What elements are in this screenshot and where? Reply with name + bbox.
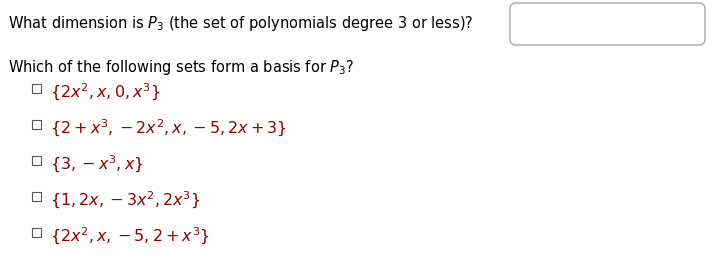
Bar xyxy=(32,84,41,93)
Text: What dimension is $P_3$ (the set of polynomials degree 3 or less)?: What dimension is $P_3$ (the set of poly… xyxy=(8,14,473,33)
Bar xyxy=(32,228,41,237)
Text: $\{2 + x^3, -2x^2, x, -5, 2x + 3\}$: $\{2 + x^3, -2x^2, x, -5, 2x + 3\}$ xyxy=(50,118,287,139)
Bar xyxy=(32,192,41,201)
Bar xyxy=(32,120,41,129)
Text: Which of the following sets form a basis for $P_3$?: Which of the following sets form a basis… xyxy=(8,58,354,77)
Text: $\{2x^2, x, 0, x^3\}$: $\{2x^2, x, 0, x^3\}$ xyxy=(50,82,160,103)
FancyBboxPatch shape xyxy=(510,3,705,45)
Text: $\{2x^2, x, -5, 2 + x^3\}$: $\{2x^2, x, -5, 2 + x^3\}$ xyxy=(50,226,209,247)
Text: $\{1, 2x, -3x^2, 2x^3\}$: $\{1, 2x, -3x^2, 2x^3\}$ xyxy=(50,190,200,211)
Bar xyxy=(32,156,41,165)
Text: $\{3, -x^3, x\}$: $\{3, -x^3, x\}$ xyxy=(50,154,144,175)
